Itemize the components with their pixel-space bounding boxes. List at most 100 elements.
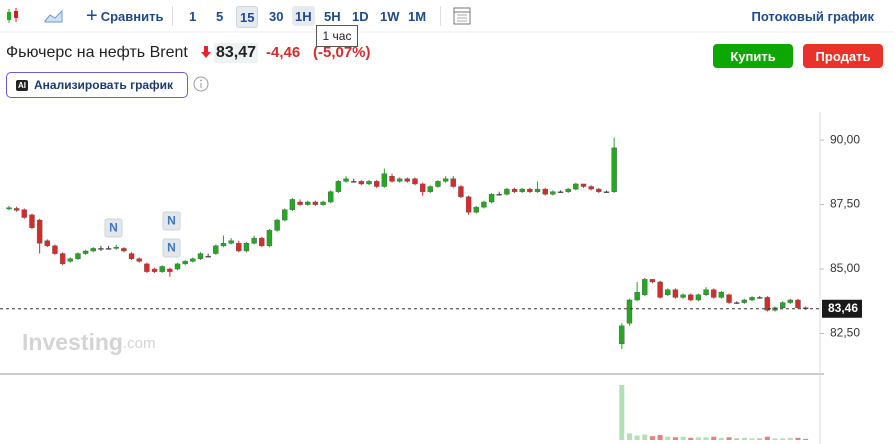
news-marker[interactable]: N bbox=[162, 238, 181, 258]
candle-body bbox=[764, 297, 771, 311]
volume-bar bbox=[657, 435, 663, 440]
interval-button[interactable]: 5H bbox=[324, 8, 341, 24]
candle-body bbox=[373, 181, 380, 187]
candle-body bbox=[82, 250, 89, 254]
interval-button[interactable]: 1M bbox=[408, 8, 427, 24]
info-icon[interactable] bbox=[193, 76, 209, 92]
candle-body bbox=[412, 178, 418, 185]
candle-body bbox=[557, 191, 564, 193]
candle-body bbox=[527, 188, 533, 192]
news-marker-label: N bbox=[167, 214, 176, 228]
news-marker-box bbox=[162, 211, 181, 231]
candle-body bbox=[703, 289, 709, 296]
candle-body bbox=[419, 183, 426, 192]
interval-button[interactable]: 1D bbox=[352, 8, 369, 24]
interval-button[interactable]: 1H bbox=[292, 6, 315, 26]
candle-body bbox=[404, 178, 411, 182]
area-icon[interactable] bbox=[44, 8, 64, 24]
candle-body bbox=[174, 263, 181, 270]
candle-body bbox=[343, 178, 349, 182]
instrument-name: Фьючерс на нефть Brent bbox=[6, 44, 188, 61]
candle-body bbox=[335, 181, 342, 192]
price: 83,47 bbox=[214, 43, 259, 63]
volume-bar bbox=[688, 437, 694, 440]
candle-body bbox=[90, 248, 96, 252]
candle-body bbox=[351, 181, 357, 183]
watermark-part: .com bbox=[123, 335, 156, 352]
ai-icon: AI bbox=[16, 79, 28, 91]
interval-button[interactable]: 1 bbox=[189, 8, 197, 24]
last-price-box bbox=[822, 299, 862, 318]
candle-body bbox=[596, 188, 602, 192]
candle-body bbox=[726, 294, 732, 303]
interval-button[interactable]: 15 bbox=[236, 6, 259, 28]
candle-body bbox=[450, 178, 456, 187]
volume-bar bbox=[619, 385, 625, 440]
sell-button[interactable]: Продать bbox=[803, 44, 883, 68]
candle-body bbox=[328, 191, 334, 203]
candle-icon[interactable] bbox=[5, 7, 21, 25]
candle-body bbox=[779, 302, 786, 308]
volume-bar bbox=[711, 436, 717, 440]
candle-body bbox=[756, 297, 763, 299]
candle-body bbox=[427, 186, 433, 192]
candle-body bbox=[98, 248, 104, 250]
candle-body bbox=[236, 243, 242, 252]
candle-body bbox=[389, 176, 395, 182]
y-tick-label: 87,50 bbox=[830, 197, 860, 211]
interval-button[interactable]: 5 bbox=[216, 8, 224, 24]
streaming-link[interactable]: Потоковый график bbox=[751, 9, 874, 24]
y-tick-label: 90,00 bbox=[830, 132, 860, 146]
buy-button[interactable]: Купить bbox=[713, 44, 793, 68]
candle-body bbox=[396, 178, 403, 182]
volume-bar bbox=[726, 437, 732, 440]
candle-body bbox=[550, 191, 556, 195]
candle-body bbox=[565, 188, 571, 192]
candle-body bbox=[220, 243, 227, 247]
volume-bar bbox=[795, 437, 801, 440]
candle-body bbox=[52, 245, 58, 254]
change-percent: (-5,07%) bbox=[313, 44, 371, 61]
candle-body bbox=[519, 188, 525, 192]
candle-body bbox=[289, 199, 296, 210]
candle-body bbox=[511, 188, 518, 192]
y-tick-label: 85,00 bbox=[830, 261, 860, 275]
icon bbox=[7, 8, 18, 23]
volume-bar bbox=[741, 437, 747, 440]
interval-button[interactable]: 1W bbox=[380, 8, 400, 24]
candle-body bbox=[36, 219, 43, 244]
volume-bar bbox=[649, 436, 655, 440]
candle-body bbox=[182, 261, 188, 265]
candle-body bbox=[312, 201, 319, 205]
candle-body bbox=[680, 294, 686, 298]
news-marker[interactable]: N bbox=[162, 211, 181, 231]
news-marker[interactable]: N bbox=[104, 218, 123, 238]
volume-bar bbox=[764, 436, 770, 440]
y-tick-label: 82,50 bbox=[830, 326, 860, 340]
layout-icon[interactable] bbox=[453, 7, 471, 25]
icon bbox=[44, 9, 63, 23]
candle-body bbox=[75, 253, 81, 259]
candle-body bbox=[228, 240, 234, 244]
candle-body bbox=[580, 183, 587, 187]
candle-body bbox=[649, 279, 656, 283]
candle-body bbox=[711, 289, 717, 298]
compare-label: Сравнить bbox=[100, 8, 164, 24]
candle-body bbox=[435, 181, 441, 187]
candle-body bbox=[136, 258, 142, 262]
candle-body bbox=[113, 246, 119, 249]
volume-bar bbox=[803, 438, 809, 440]
candle-body bbox=[718, 292, 725, 298]
news-marker-box bbox=[162, 238, 181, 258]
compare-button[interactable]: + Сравнить bbox=[86, 5, 164, 27]
candle-body bbox=[44, 240, 50, 247]
interval-button[interactable]: 30 bbox=[269, 8, 284, 24]
candle-body bbox=[21, 209, 28, 218]
volume-bar bbox=[718, 437, 724, 440]
candle-body bbox=[144, 263, 150, 272]
candle-body bbox=[695, 294, 702, 301]
analyze-button[interactable]: AI Анализировать график bbox=[6, 72, 188, 98]
candle-body bbox=[251, 237, 257, 244]
candle-body bbox=[6, 207, 12, 210]
volume-bar bbox=[626, 433, 632, 440]
